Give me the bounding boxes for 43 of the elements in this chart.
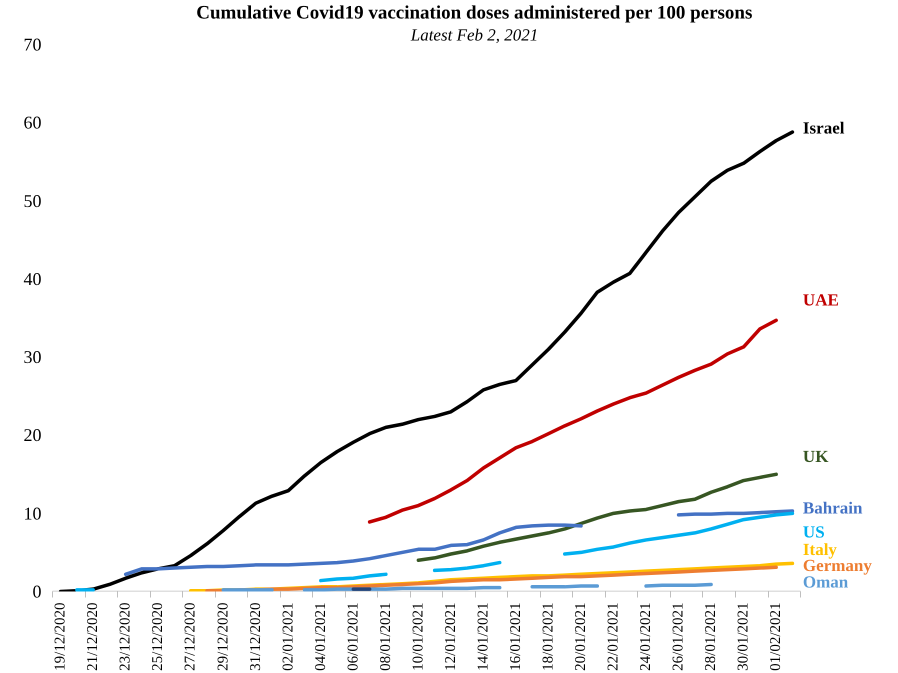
x-tick-label: 23/12/2020: [118, 602, 134, 671]
x-tick-label: 18/01/2021: [540, 602, 556, 671]
x-tick-label: 29/12/2020: [215, 602, 232, 671]
x-tick-label: 04/01/2021: [312, 602, 329, 671]
x-tick-label: 21/12/2020: [85, 602, 102, 671]
y-tick-label: 40: [24, 268, 42, 289]
x-tick-label: 06/01/2021: [345, 602, 362, 671]
series-label: UAE: [802, 290, 839, 310]
y-tick-label: 30: [24, 347, 42, 368]
x-tick-label: 08/01/2021: [378, 602, 394, 671]
y-tick-label: 70: [24, 34, 42, 54]
x-tick-label: 31/12/2020: [248, 602, 264, 671]
line-series: [416, 472, 778, 562]
x-tick-label: 26/01/2021: [670, 602, 687, 671]
series-label: Israel: [802, 118, 845, 138]
series-label: Bahrain: [802, 498, 863, 518]
x-tick-label: 19/12/2020: [52, 602, 69, 671]
series-label: Italy: [802, 540, 838, 559]
x-tick-label: 25/12/2020: [150, 602, 166, 671]
x-tick-label: 01/02/2021: [768, 602, 784, 671]
x-tick-label: 16/01/2021: [508, 602, 524, 671]
y-tick-label: 50: [24, 190, 42, 211]
y-tick-label: 60: [24, 112, 42, 133]
x-tick-label: 30/01/2021: [736, 602, 752, 671]
y-tick-label: 20: [24, 425, 42, 446]
text: Oman: [802, 572, 849, 592]
line-series: [368, 318, 778, 524]
x-tick-label: 20/01/2021: [573, 602, 590, 671]
chart-title: Cumulative Covid19 vaccination doses administered per 100 persons: [196, 2, 752, 24]
x-tick-label: 27/12/2020: [182, 602, 199, 671]
chart-subtitle: Latest Feb 2, 2021: [410, 26, 538, 44]
line-series: [58, 130, 794, 592]
x-tick-label: 24/01/2021: [638, 602, 654, 671]
x-tick-label: 28/01/2021: [703, 602, 720, 671]
y-tick-label: 0: [32, 582, 42, 602]
y-tick-label: 10: [24, 503, 42, 524]
x-tick-label: 14/01/2021: [475, 602, 492, 671]
series-label: UK: [802, 446, 830, 466]
x-tick-label: 12/01/2021: [442, 602, 459, 671]
x-tick-label: 10/01/2021: [410, 602, 426, 671]
x-tick-label: 02/01/2021: [280, 602, 296, 671]
x-tick-label: 22/01/2021: [606, 602, 622, 671]
series-label: US: [802, 522, 825, 542]
